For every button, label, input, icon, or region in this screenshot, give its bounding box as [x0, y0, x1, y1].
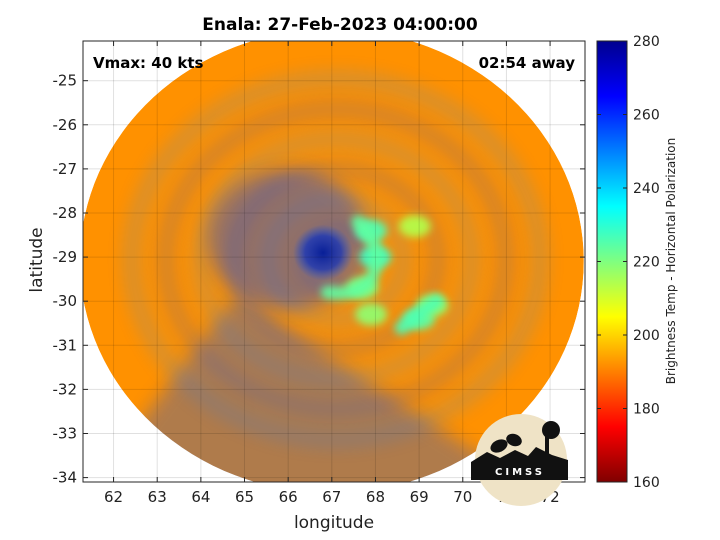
colorbar: [596, 40, 628, 483]
vmax-annotation: Vmax: 40 kts: [93, 54, 203, 72]
y-tick-label: -28: [53, 204, 78, 222]
y-tick-label: -30: [53, 292, 78, 310]
colorbar-tick-label: 260: [633, 108, 660, 124]
x-tick-label: 69: [410, 488, 429, 506]
x-axis-label: longitude: [294, 513, 374, 533]
colorbar-tick-label: 180: [633, 402, 660, 418]
y-axis-label: latitude: [27, 227, 47, 292]
colorbar-tick-label: 200: [633, 328, 660, 344]
swath-dark-sector: [83, 296, 551, 482]
eye-feature: [293, 224, 354, 281]
rainband-segment: [394, 294, 444, 335]
y-tick-label: -26: [53, 116, 78, 134]
cimss-logo: CIMSS: [471, 414, 568, 506]
x-tick-label: 70: [453, 488, 472, 506]
colorbar-tick-label: 160: [633, 475, 660, 491]
x-tick-label: 68: [366, 488, 385, 506]
y-tick-label: -29: [53, 248, 78, 266]
x-tick-label: 64: [191, 488, 210, 506]
plot-frame: [82, 40, 586, 483]
y-tick-label: -31: [53, 336, 78, 354]
y-tick-label: -33: [53, 424, 78, 442]
colorbar-label: Brightness Temp - Horizontal Polarizatio…: [664, 138, 678, 385]
convective-feature: [398, 215, 431, 238]
y-ticks: -25 -26 -27 -28 -29 -30 -31 -32 -33 -34: [53, 72, 585, 487]
x-tick-label: 62: [104, 488, 123, 506]
chart-title: Enala: 27-Feb-2023 04:00:00: [202, 15, 478, 35]
swath-features: [293, 215, 449, 335]
y-tick-label: -32: [53, 380, 78, 398]
colorbar-ticks: 160 180 200 220 240 260 280: [597, 34, 660, 491]
x-tick-label: 66: [279, 488, 298, 506]
colorbar-tick-label: 220: [633, 255, 660, 271]
svg-text:CIMSS: CIMSS: [495, 467, 545, 478]
grid-lines: [83, 41, 585, 482]
eyewall-band: [320, 215, 383, 300]
convective-feature: [355, 303, 388, 326]
y-tick-label: -34: [53, 469, 78, 487]
x-tick-label: 63: [148, 488, 167, 506]
x-tick-label: 65: [235, 488, 254, 506]
y-tick-label: -25: [53, 72, 78, 90]
y-tick-label: -27: [53, 160, 78, 178]
swath-image: [83, 41, 584, 482]
time-away-annotation: 02:54 away: [479, 54, 576, 72]
colorbar-tick-label: 280: [633, 34, 660, 50]
colorbar-tick-label: 240: [633, 181, 660, 197]
x-tick-label: 67: [322, 488, 341, 506]
